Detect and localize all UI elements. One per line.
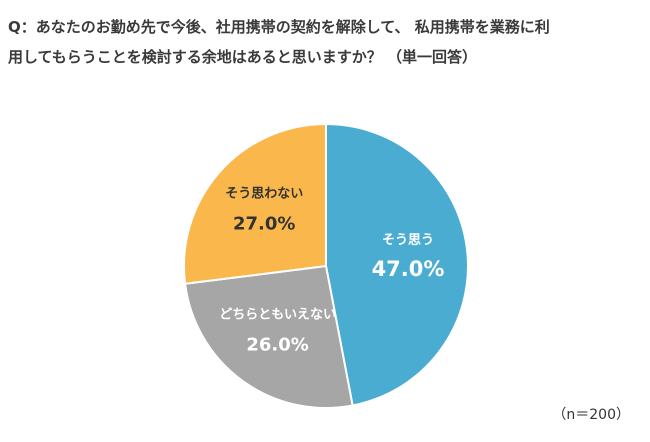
slice-label-1: どちらともいえない xyxy=(219,308,336,323)
slice-value-1: 26.0% xyxy=(246,335,308,356)
pie-slice-2 xyxy=(183,122,327,285)
question-line-1: Q：あなたのお勤め先で今後、社用携帯の契約を解除して、 私用携帯を業務に利 xyxy=(8,18,550,36)
slice-label-0: そう思う xyxy=(382,233,434,248)
slice-label-2: そう思わない xyxy=(225,187,303,202)
pie-slice-0 xyxy=(325,122,469,407)
pie-slice-1 xyxy=(184,264,354,409)
slice-value-2: 27.0% xyxy=(233,214,295,235)
question-line-2: 用してもらうことを検討する余地はあると思いますか？ （単一回答） xyxy=(8,48,478,66)
sample-size-label: （n＝200） xyxy=(552,407,630,423)
slice-value-0: 47.0% xyxy=(372,257,445,281)
question-title: Q：あなたのお勤め先で今後、社用携帯の契約を解除して、 私用携帯を業務に利 用し… xyxy=(8,12,638,72)
